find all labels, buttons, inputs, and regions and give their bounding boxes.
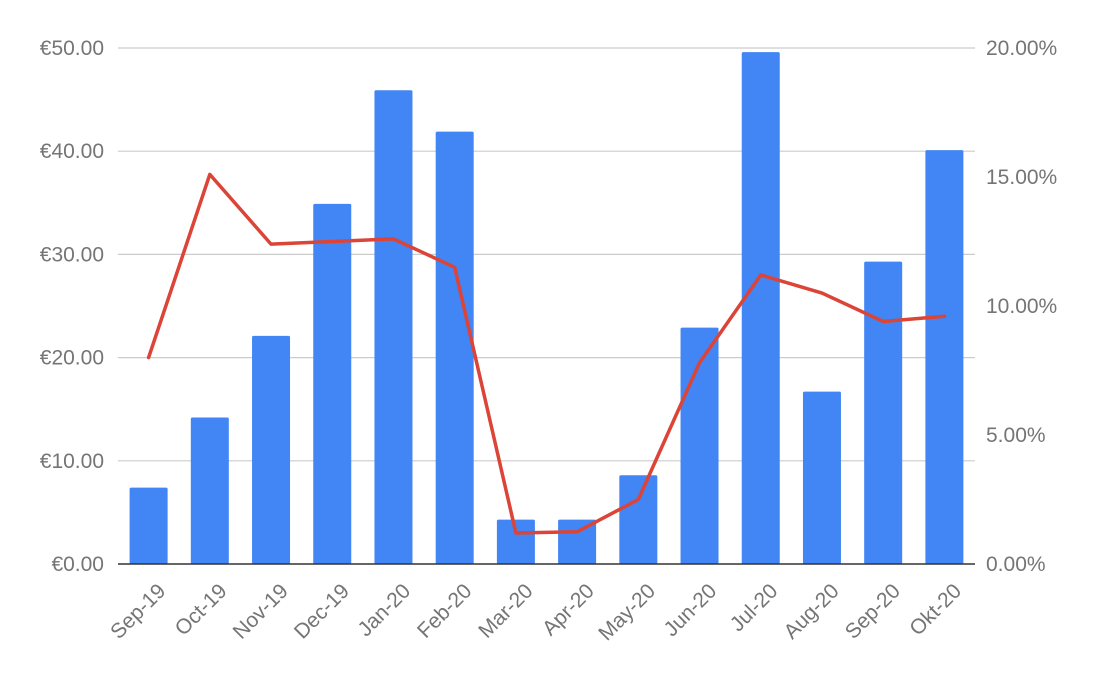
left-y-tick-label: €40.00: [40, 140, 104, 163]
right-y-tick-label: 5.00%: [986, 424, 1046, 447]
bar-okt-20: [925, 150, 964, 564]
left-y-tick-label: €20.00: [40, 347, 104, 370]
x-tick-label: Jul-20: [726, 579, 783, 636]
right-y-tick-label: 20.00%: [986, 37, 1057, 60]
line-series: [146, 172, 947, 535]
x-tick-label: Dec-19: [290, 579, 354, 643]
bar-series: [129, 52, 964, 565]
right-y-tick-label: 10.00%: [986, 295, 1057, 318]
bar-jul-20: [741, 52, 780, 565]
left-y-tick-label: €10.00: [40, 450, 104, 473]
x-tick-label: Aug-20: [780, 579, 844, 643]
x-tick-label: Jan-20: [354, 579, 416, 641]
bar-aug-20: [802, 391, 841, 564]
bar-mar-20: [496, 519, 535, 564]
left-y-tick-label: €50.00: [40, 37, 104, 60]
gridlines: [118, 47, 975, 462]
right-y-axis: 0.00% 5.00% 10.00% 15.00% 20.00%: [986, 37, 1057, 576]
x-tick-label: May-20: [594, 579, 660, 645]
x-tick-label: Apr-20: [538, 579, 599, 640]
left-y-tick-label: €30.00: [40, 243, 104, 266]
bar-sep-19: [129, 487, 168, 564]
right-y-tick-label: 15.00%: [986, 166, 1057, 189]
x-tick-label: Sep-19: [106, 579, 170, 643]
bar-dec-19: [313, 203, 352, 564]
x-tick-label: Nov-19: [229, 579, 293, 643]
left-y-tick-label: €0.00: [51, 553, 104, 576]
bar-feb-20: [435, 131, 474, 565]
bar-nov-19: [252, 335, 291, 564]
bar-oct-19: [190, 417, 229, 564]
x-tick-label: Oct-19: [171, 579, 232, 640]
x-tick-label: Jun-20: [660, 579, 722, 641]
x-tick-label: Okt-20: [905, 579, 966, 640]
line-series-path: [146, 172, 947, 535]
right-y-tick-label: 0.00%: [986, 553, 1046, 576]
left-y-axis: €0.00 €10.00 €20.00 €30.00 €40.00 €50.00: [40, 37, 104, 576]
x-tick-label: Feb-20: [413, 579, 476, 642]
x-tick-label: Mar-20: [474, 579, 537, 642]
x-tick-label: Sep-20: [841, 579, 905, 643]
bar-jan-20: [374, 90, 413, 564]
bar-may-20: [619, 475, 658, 564]
bar-sep-20: [864, 261, 903, 564]
